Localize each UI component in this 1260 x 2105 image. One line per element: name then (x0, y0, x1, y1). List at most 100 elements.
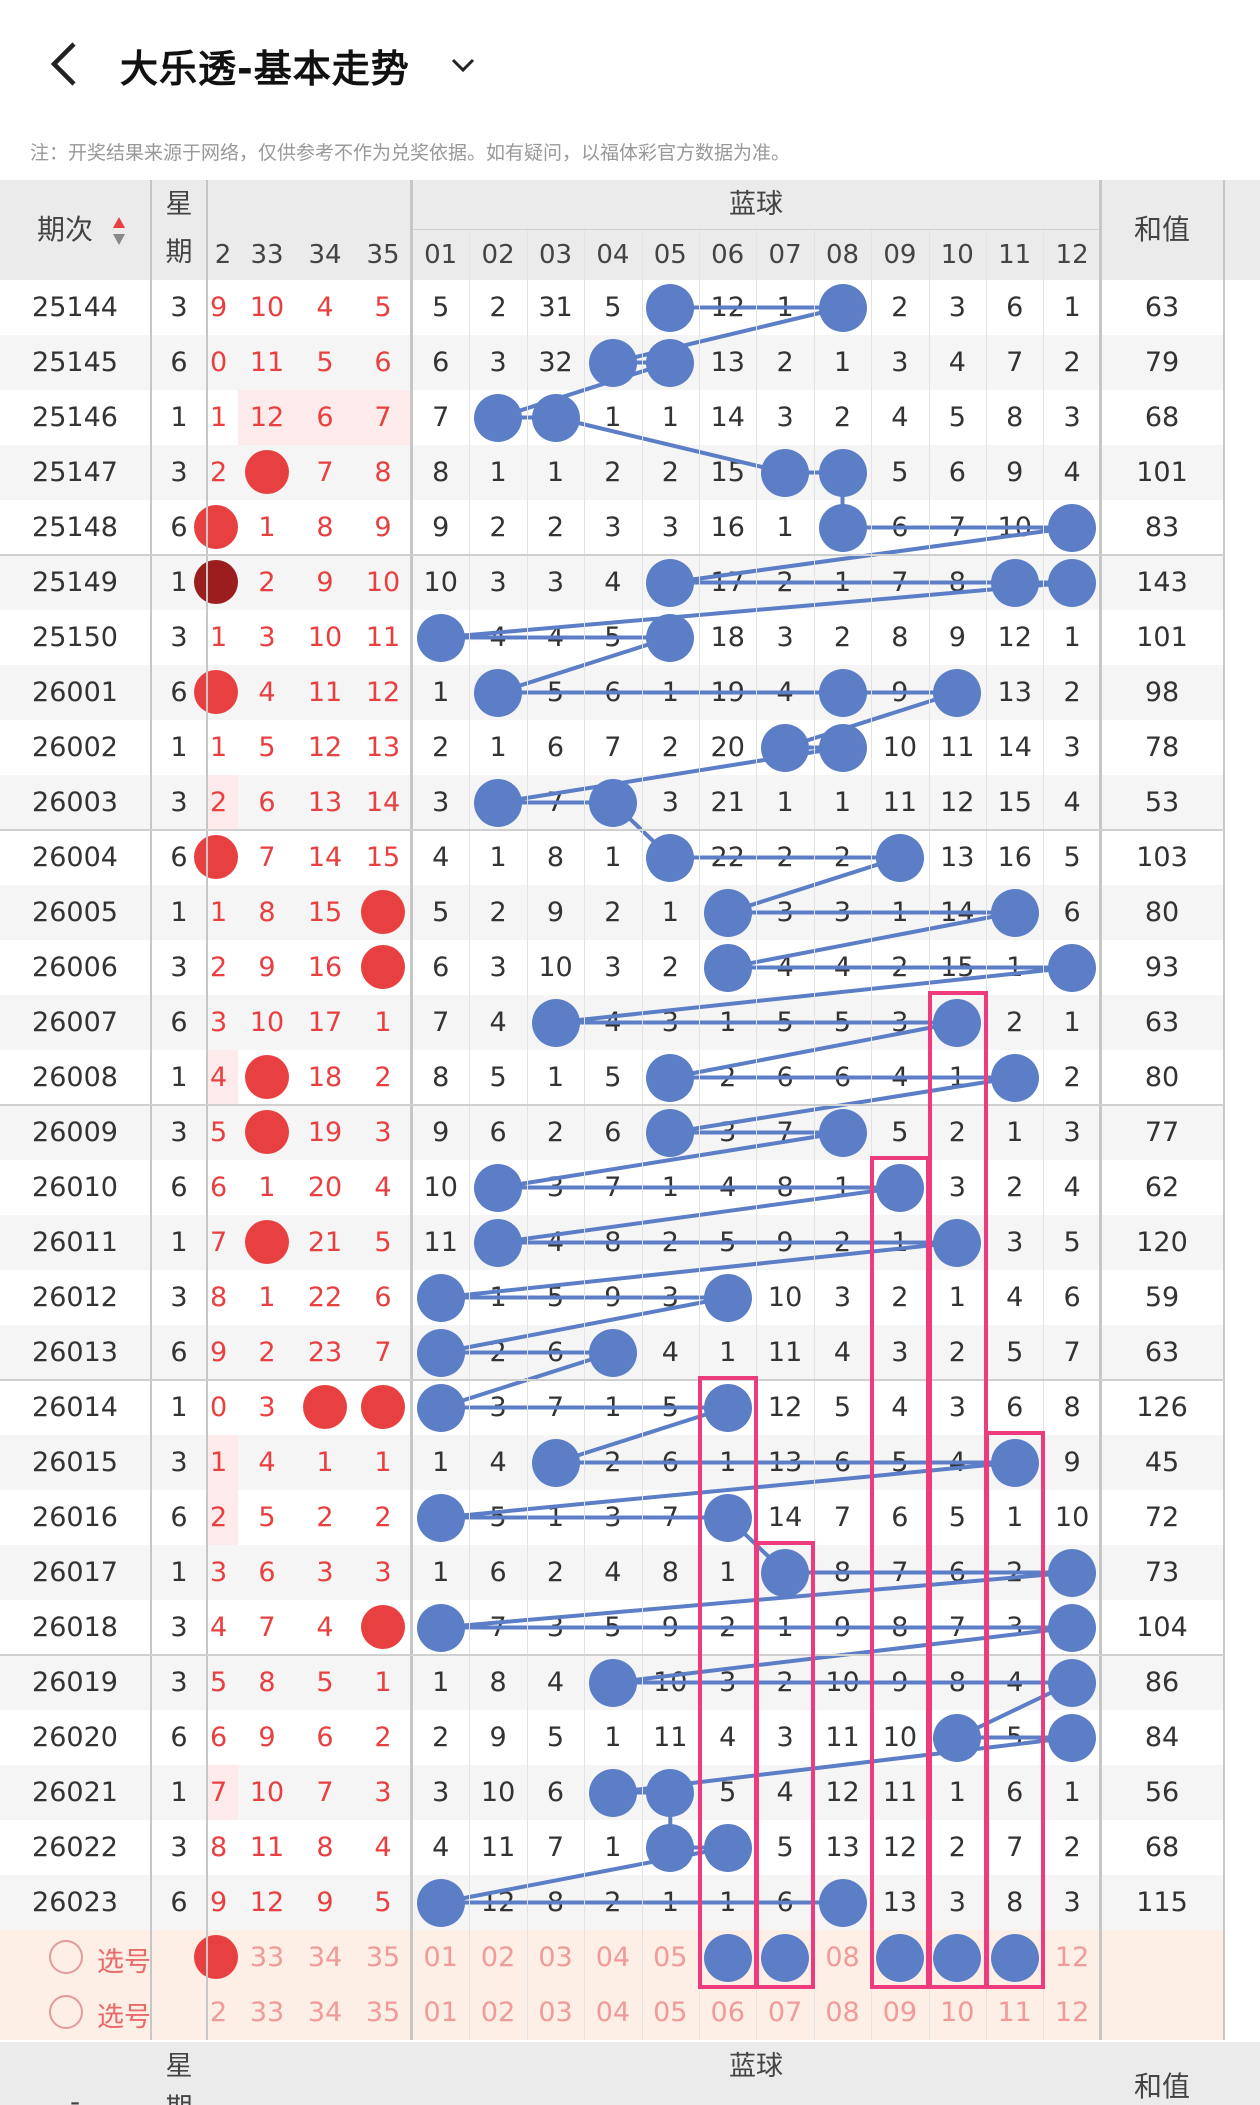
red-cell: 6 (258, 1557, 276, 1588)
issue-cell: 26009 (32, 1117, 118, 1148)
red-cell: 2 (258, 567, 276, 598)
red-cell: 6 (316, 1722, 334, 1753)
highlight-box (870, 1156, 931, 1989)
header-blue-09: 09 (871, 230, 929, 280)
blue-ball (1048, 558, 1097, 607)
pick-blue-03[interactable]: 03 (538, 1942, 573, 1973)
pick-blue-05[interactable]: 05 (653, 1997, 688, 2028)
red-cell: 2 (210, 952, 228, 983)
issue-cell: 25145 (32, 347, 118, 378)
red-cell: 3 (258, 622, 276, 653)
blue-cell: 15 (710, 457, 745, 488)
blue-cell: 10 (882, 732, 918, 763)
blue-cell: 6 (1063, 897, 1081, 928)
blue-cell: 2 (604, 457, 622, 488)
trend-table[interactable]: 期次星期蓝球 和值 2 33 34 35 01 02 03 04 05 06 07 08 09 10 11 12 2… (0, 180, 1260, 2105)
back-arrow-icon[interactable] (44, 40, 84, 88)
issue-cell: 26022 (32, 1832, 118, 1863)
pick-red-33[interactable]: 33 (249, 1997, 285, 2028)
blue-cell: 8 (546, 1887, 565, 1918)
pick-blue-08[interactable]: 08 (825, 1997, 860, 2028)
blue-cell: 9 (432, 1117, 450, 1148)
pick-red-35[interactable]: 35 (365, 1942, 401, 1973)
pick-blue-ball[interactable] (933, 1933, 982, 1982)
blue-cell: 1 (719, 1007, 737, 1038)
pick-label-2[interactable]: 选号 (97, 2002, 151, 2033)
pick-blue-ball[interactable] (703, 1933, 752, 1982)
header-red-33: 33 (238, 230, 296, 280)
blue-cell: 2 (546, 1557, 565, 1588)
pick-blue-01[interactable]: 01 (423, 1997, 458, 2028)
blue-cell: 1 (661, 1887, 679, 1918)
pick-red-35[interactable]: 35 (365, 1997, 401, 2028)
pick-blue-11[interactable]: 11 (997, 1997, 1032, 2028)
pick-red-34[interactable]: 34 (307, 1997, 343, 2028)
issue-cell: 26016 (32, 1502, 118, 1533)
pick-red-34[interactable]: 34 (307, 1942, 343, 1973)
red-cell: 9 (258, 1722, 276, 1753)
red-cell: 11 (307, 677, 343, 708)
blue-ball (474, 668, 523, 717)
pick-blue-03[interactable]: 03 (538, 1997, 573, 2028)
sum-cell: 68 (1144, 402, 1180, 433)
footer-week-line2: 期 (150, 2084, 208, 2105)
issue-cell: 26006 (32, 952, 118, 983)
blue-cell: 5 (948, 402, 966, 433)
blue-cell: 9 (891, 677, 909, 708)
pick-blue-02[interactable]: 02 (480, 1997, 516, 2028)
blue-ball (416, 1603, 465, 1652)
pick-red-32[interactable]: 2 (210, 1997, 228, 2028)
pick-label-1[interactable]: 选号 (97, 1947, 151, 1978)
blue-cell: 9 (1006, 457, 1024, 488)
pick-blue-06[interactable]: 06 (710, 1997, 745, 2028)
pick-radio-1[interactable] (49, 1940, 83, 1974)
blue-cell: 22 (710, 842, 745, 873)
pick-blue-10[interactable]: 10 (940, 1997, 975, 2028)
red-ball (245, 1055, 289, 1099)
sort-arrows-icon[interactable] (112, 216, 126, 246)
issue-cell: 26008 (32, 1062, 118, 1093)
pick-blue-05[interactable]: 05 (653, 1942, 688, 1973)
sum-cell: 120 (1136, 1227, 1188, 1258)
week-cell: 1 (170, 402, 188, 433)
blue-cell: 4 (948, 347, 966, 378)
red-cell: 10 (365, 567, 401, 598)
pick-blue-04[interactable]: 04 (595, 1997, 631, 2028)
pick-blue-02[interactable]: 02 (480, 1942, 516, 1973)
column-divider (150, 180, 152, 2040)
pick-blue-01[interactable]: 01 (423, 1942, 458, 1973)
red-cell: 9 (316, 1887, 334, 1918)
pick-blue-ball[interactable] (761, 1933, 810, 1982)
week-cell: 6 (170, 1502, 188, 1533)
red-ball (361, 890, 405, 934)
red-cell: 1 (210, 402, 228, 433)
pick-blue-ball[interactable] (875, 1933, 924, 1982)
blue-cell: 2 (1063, 1832, 1081, 1863)
blue-cell: 4 (1063, 1172, 1081, 1203)
blue-cell: 4 (1063, 787, 1081, 818)
pick-radio-2[interactable] (49, 1995, 83, 2029)
blue-ball (531, 393, 580, 442)
pick-blue-09[interactable]: 09 (882, 1997, 918, 2028)
blue-cell: 1 (604, 1392, 622, 1423)
blue-cell: 14 (997, 732, 1032, 763)
pick-red-33[interactable]: 33 (249, 1942, 285, 1973)
blue-ball (646, 283, 695, 332)
pick-red-ball[interactable] (194, 1935, 238, 1979)
pick-blue-12[interactable]: 12 (1054, 1942, 1090, 1973)
blue-cell: 10 (423, 1172, 458, 1203)
blue-cell: 1 (432, 1667, 450, 1698)
blue-cell: 3 (948, 292, 966, 323)
red-cell: 5 (316, 347, 334, 378)
page-title: 大乐透-基本走势 (120, 47, 410, 91)
chevron-down-icon[interactable] (448, 50, 478, 80)
blue-cell: 12 (767, 1392, 803, 1423)
pick-blue-08[interactable]: 08 (825, 1942, 860, 1973)
blue-cell: 7 (604, 732, 622, 763)
blue-cell: 12 (997, 622, 1032, 653)
pick-blue-07[interactable]: 07 (767, 1997, 803, 2028)
blue-cell: 9 (776, 1227, 794, 1258)
pick-blue-ball[interactable] (990, 1933, 1039, 1982)
pick-blue-04[interactable]: 04 (595, 1942, 631, 1973)
pick-blue-12[interactable]: 12 (1054, 1997, 1090, 2028)
